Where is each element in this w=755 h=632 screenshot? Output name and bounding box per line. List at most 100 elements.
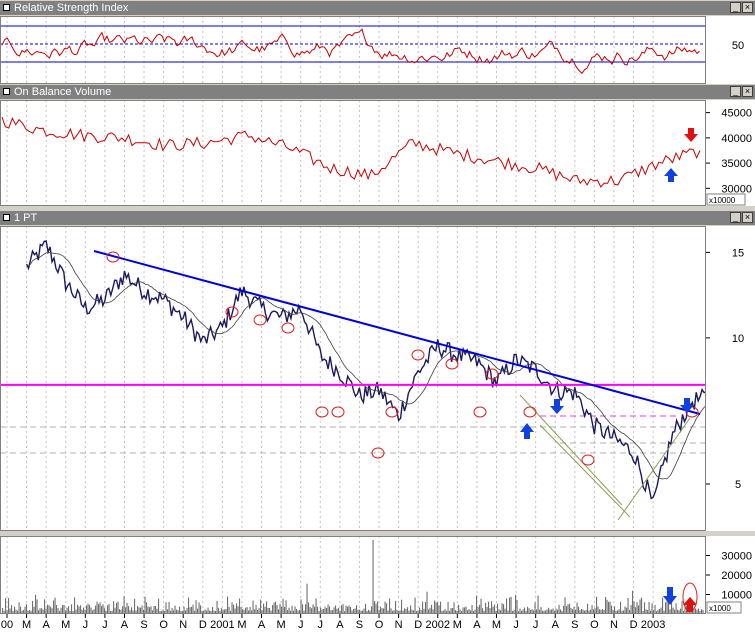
close-button[interactable]: × [742, 86, 753, 97]
volume-bar [291, 605, 293, 614]
volume-bar [38, 610, 40, 614]
volume-bar [633, 601, 635, 614]
volume-bar [383, 608, 385, 614]
volume-bar [354, 608, 356, 614]
date-tick-label: J [102, 619, 108, 631]
volume-bar [416, 611, 418, 614]
close-button[interactable]: × [742, 2, 753, 13]
volume-bar [578, 606, 580, 614]
volume-bar [458, 604, 460, 614]
volume-bar [533, 610, 535, 614]
minimize-button[interactable]: _ [730, 2, 741, 13]
volume-bar [276, 605, 278, 614]
volume-bar [5, 598, 7, 614]
volume-bar [522, 609, 524, 614]
volume-bar [624, 606, 626, 614]
price-tick-label: 5 [735, 479, 741, 491]
volume-bar [293, 610, 295, 614]
date-tick-label: A [473, 619, 481, 631]
volume-bar [168, 601, 170, 614]
volume-bar [66, 607, 68, 614]
volume-bar [630, 605, 632, 614]
volume-bar [444, 609, 446, 614]
obv-series-line [1, 116, 701, 188]
volume-bar [495, 611, 497, 614]
date-tick-label: M [237, 619, 246, 631]
volume-bar [684, 602, 686, 614]
obv-plot-area [0, 100, 706, 206]
volume-bar [398, 610, 400, 614]
obv-blue-up-arrow [664, 168, 678, 182]
volume-bar [486, 606, 488, 614]
volume-bar [185, 610, 187, 614]
date-tick-label: N [179, 619, 187, 631]
volume-bar [642, 611, 644, 614]
pane-icon [3, 4, 10, 11]
volume-bar [471, 605, 473, 614]
pane-icon [3, 214, 10, 221]
volume-bar [86, 605, 88, 614]
volume-bar [371, 606, 373, 614]
volume-bar [63, 605, 65, 614]
volume-bar [602, 609, 604, 614]
volume-bar [335, 605, 337, 614]
volume-frame [0, 536, 706, 614]
price-tick-label: 10 [732, 333, 744, 345]
volume-bar [50, 606, 52, 614]
volume-bar [363, 608, 365, 614]
volume-bar [372, 539, 374, 614]
volume-bar [644, 602, 646, 614]
volume-bar [390, 608, 392, 614]
volume-bar [516, 599, 518, 614]
volume-bar [476, 595, 478, 614]
volume-bar [242, 609, 244, 614]
volume-bar [594, 608, 596, 614]
date-tick-label: A [552, 619, 560, 631]
volume-bar [651, 603, 653, 614]
volume-bar [552, 608, 554, 614]
volume-bar [503, 604, 505, 614]
volume-bar [225, 609, 227, 614]
volume-bar [605, 597, 607, 614]
volume-bar [423, 608, 425, 614]
volume-bar [428, 609, 430, 614]
volume-bar [443, 610, 445, 614]
price-y-ticks: 5 10 15 [706, 247, 744, 491]
volume-bar [441, 610, 443, 614]
volume-bar [530, 610, 532, 614]
volume-bar [336, 608, 338, 614]
date-tick-label: D [630, 619, 638, 631]
volume-bar [548, 607, 550, 614]
volume-bar [21, 610, 23, 614]
volume-bar [564, 597, 566, 614]
volume-tick-label: 20000 [721, 570, 752, 582]
minimize-button[interactable]: _ [730, 86, 741, 97]
volume-bar [240, 607, 242, 614]
volume-bar [243, 609, 245, 614]
volume-bar [114, 607, 116, 614]
volume-bar [128, 606, 130, 614]
volume-bar [467, 610, 469, 614]
volume-bar [321, 609, 323, 614]
circle-marker [225, 306, 239, 318]
volume-bar [167, 609, 169, 614]
volume-bar [588, 610, 590, 614]
rsi-frame [0, 16, 706, 84]
close-button[interactable]: × [742, 212, 753, 223]
volume-bar [432, 609, 434, 614]
volume-bar [488, 601, 490, 614]
volume-bar [284, 607, 286, 614]
volume-bar [341, 605, 343, 614]
volume-bar [572, 609, 574, 614]
volume-bar [675, 603, 677, 614]
volume-bar [206, 610, 208, 614]
volume-bar [549, 609, 551, 614]
volume-bar [386, 603, 388, 614]
rsi-series-line [1, 28, 700, 75]
minimize-button[interactable]: _ [730, 212, 741, 223]
volume-bar [300, 599, 302, 614]
volume-bar [657, 609, 659, 614]
volume-bar [3, 610, 5, 614]
volume-bar [627, 598, 629, 614]
volume-bar [537, 595, 539, 614]
